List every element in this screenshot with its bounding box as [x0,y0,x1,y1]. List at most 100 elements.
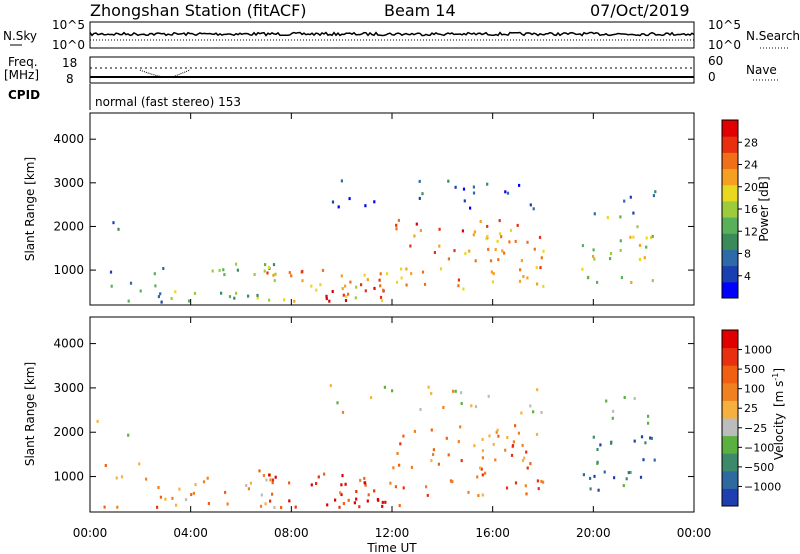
data-cell [451,480,454,484]
data-cell [290,274,293,278]
y-tick-label: 2000 [53,425,84,439]
data-cell [612,409,615,413]
data-cell [323,472,326,476]
data-cell [423,282,427,286]
data-cell [582,473,585,477]
data-cell [432,448,435,452]
data-cell [445,436,448,440]
colorbar-segment [722,184,738,202]
data-cell [256,293,259,297]
data-cell [117,227,120,231]
data-cell [592,254,595,258]
data-cell [395,227,398,231]
data-cell [454,389,457,393]
data-cell [536,282,539,286]
colorbar-tick-label: 4 [744,270,751,283]
data-cell [503,251,506,255]
velocity-colorbar-label-main: Velocity [772,413,786,460]
y-tick-label: 1000 [53,263,84,277]
data-cell [469,206,472,210]
data-cell [596,448,599,451]
data-cell [413,429,416,433]
data-cell [415,222,418,226]
data-cell [490,270,493,274]
data-cell [349,280,352,284]
colorbar-segment [722,453,738,472]
data-cell [274,272,277,276]
data-cell [418,179,421,183]
velocity-colorbar-label-end: ] [772,368,786,373]
data-cell [419,408,422,411]
data-cell [481,437,484,441]
x-axis-label: Time UT [366,541,417,554]
data-cell [473,230,476,234]
cpid-panel: CPID normal (fast stereo) 153 [8,84,241,110]
data-cell [492,272,495,276]
data-cell [419,229,422,232]
data-cell [512,440,515,444]
data-cell [271,478,275,482]
data-cell [457,284,460,288]
noise-left-tick-low: 10^0 [52,38,85,52]
data-cell [376,498,379,501]
data-cell [536,388,539,392]
data-cell [399,442,402,446]
data-cell [115,476,118,480]
data-cell [280,506,283,509]
data-cell [454,185,457,189]
data-cell [514,239,517,243]
data-cell [109,270,113,274]
data-cell [472,233,475,237]
colorbar-tick-label: 12 [744,225,758,238]
data-cell [486,182,489,186]
data-cell [629,235,632,239]
data-cell [271,492,274,496]
data-cell [524,484,527,488]
data-cell [340,274,343,278]
data-cell [589,476,592,480]
data-cell [430,428,433,432]
data-cell [537,487,540,491]
data-cell [103,505,106,509]
data-cell [258,469,261,473]
noise-right-tick-high: 10^5 [708,18,741,32]
data-cell [521,459,525,463]
data-cell [432,453,435,456]
data-cell [383,385,386,389]
data-cell [438,244,441,248]
data-cell [526,240,529,244]
data-cell [392,466,395,470]
data-cell [159,292,162,296]
data-cell [310,483,313,487]
data-cell [457,440,460,444]
data-cell [347,292,350,296]
data-cell [535,266,538,270]
data-cell [159,495,162,499]
power-panel-frame [89,112,695,306]
data-cell [487,247,490,251]
data-cell [288,271,291,275]
data-cell [622,484,625,488]
data-cell [129,281,133,285]
data-cell [162,267,165,270]
data-cell [596,280,599,284]
data-cell [625,477,628,481]
y-tick-label: 2000 [53,219,84,233]
data-cell [104,464,107,467]
data-cell [341,287,344,291]
data-cell [222,268,225,272]
data-cell [321,268,325,272]
data-cell [521,443,524,447]
data-cell [498,219,501,223]
data-cell [262,474,265,477]
data-cell [379,272,382,276]
data-cell [442,406,445,409]
data-cell [418,196,421,200]
data-cell [653,458,656,462]
data-cell [457,278,460,282]
data-cell [378,278,381,282]
data-cell [171,496,174,500]
data-cell [630,281,633,284]
data-cell [623,396,626,399]
data-cell [606,216,609,220]
